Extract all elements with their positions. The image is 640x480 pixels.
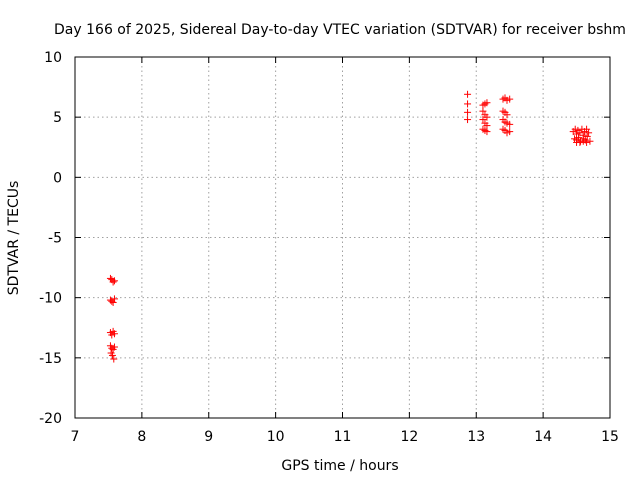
x-tick-label: 15 — [601, 429, 619, 445]
x-tick-label: 13 — [467, 429, 485, 445]
x-tick-label: 11 — [334, 429, 352, 445]
y-axis-label: SDTVAR / TECUs — [6, 181, 22, 296]
data-point — [108, 351, 116, 359]
x-tick-labels: 7 8 9 10 11 12 13 14 15 — [71, 429, 619, 445]
data-point — [110, 343, 118, 351]
data-point — [573, 130, 581, 138]
x-tick-label: 7 — [71, 429, 80, 445]
data-point — [110, 355, 118, 363]
x-tick-label: 9 — [204, 429, 213, 445]
y-tick-label: 0 — [53, 170, 62, 186]
data-point — [110, 295, 118, 303]
data-point — [575, 134, 583, 142]
data-point — [479, 107, 487, 115]
data-point — [506, 120, 514, 128]
data-point — [483, 122, 491, 130]
data-point — [464, 90, 472, 98]
y-tick-label: -10 — [39, 291, 62, 307]
data-point — [479, 116, 487, 124]
y-tick-label: -5 — [48, 231, 62, 247]
x-tick-label: 12 — [400, 429, 418, 445]
chart-title: Day 166 of 2025, Sidereal Day-to-day VTE… — [54, 22, 626, 38]
y-tick-label: -20 — [39, 411, 62, 427]
y-tick-labels: -20 -15 -10 -5 0 5 10 — [39, 50, 62, 427]
y-tick-label: -15 — [39, 351, 62, 367]
x-axis-label: GPS time / hours — [281, 458, 398, 474]
data-point — [110, 277, 118, 285]
data-point — [464, 108, 472, 116]
x-tick-label: 14 — [534, 429, 552, 445]
x-tick-label: 10 — [267, 429, 285, 445]
data-point — [464, 100, 472, 108]
data-point — [503, 111, 511, 119]
data-point — [110, 330, 118, 338]
grid-lines — [75, 57, 610, 418]
x-tick-label: 8 — [137, 429, 146, 445]
data-point — [109, 298, 117, 306]
y-tick-label: 10 — [44, 50, 62, 66]
data-point — [106, 274, 114, 282]
data-point — [483, 99, 491, 107]
data-point — [583, 132, 591, 140]
data-point — [586, 137, 594, 145]
data-point — [576, 138, 584, 146]
data-point — [109, 278, 117, 286]
data-points — [106, 90, 594, 363]
data-point — [464, 116, 472, 124]
data-point — [506, 128, 514, 136]
data-point — [506, 95, 514, 103]
data-point — [483, 113, 491, 121]
data-point — [579, 137, 587, 145]
y-tick-label: 5 — [53, 110, 62, 126]
data-point — [585, 129, 593, 137]
plot-frame — [74, 56, 611, 419]
data-point — [583, 138, 591, 146]
data-point — [483, 128, 491, 136]
data-point — [583, 125, 591, 133]
